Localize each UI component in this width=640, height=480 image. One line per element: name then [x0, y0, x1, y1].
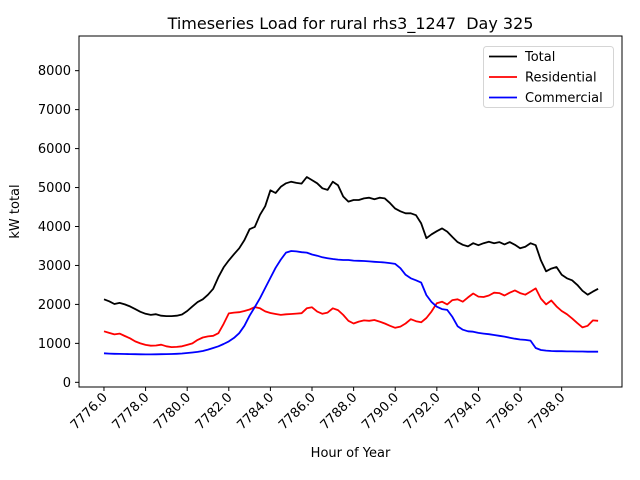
y-tick-label: 8000 — [38, 64, 71, 79]
y-tick-label: 3000 — [38, 259, 71, 274]
x-tick-label: 7794.0 — [442, 390, 485, 433]
x-tick-label: 7780.0 — [151, 390, 194, 433]
x-tick-label: 7792.0 — [401, 390, 444, 433]
y-tick-label: 0 — [63, 376, 71, 391]
x-tick-label: 7788.0 — [318, 390, 361, 433]
series-line-total — [103, 176, 599, 318]
series-line-commercial — [103, 250, 599, 356]
x-tick-label: 7798.0 — [526, 390, 569, 433]
y-tick-label: 4000 — [38, 220, 71, 235]
x-tick-label: 7796.0 — [484, 390, 527, 433]
x-tick-label: 7786.0 — [276, 390, 319, 433]
series-lines — [103, 176, 599, 356]
x-tick-label: 7790.0 — [359, 390, 402, 433]
y-axis-ticks: 0 1000 2000 3000 4000 5000 6000 7000 8000 — [38, 64, 79, 391]
x-tick-label: 7782.0 — [193, 390, 236, 433]
x-tick-label: 7784.0 — [234, 390, 277, 433]
y-tick-label: 5000 — [38, 181, 71, 196]
x-tick-label: 7778.0 — [110, 390, 153, 433]
chart-title: Timeseries Load for rural rhs3_1247 Day … — [167, 14, 534, 34]
y-tick-label: 7000 — [38, 103, 71, 118]
y-axis-label: kW total — [8, 184, 23, 238]
legend-label-commercial: Commercial — [525, 91, 603, 106]
legend-entry-total: Total — [489, 50, 555, 65]
x-axis-ticks: 7776.07778.07780.07782.07784.07786.07788… — [68, 387, 568, 433]
legend-label-total: Total — [524, 50, 555, 65]
y-tick-label: 6000 — [38, 142, 71, 157]
legend-box — [483, 46, 614, 108]
legend: Total Residential Commercial — [483, 46, 614, 108]
y-tick-label: 2000 — [38, 298, 71, 313]
legend-entry-residential: Residential — [489, 71, 597, 86]
legend-entry-commercial: Commercial — [489, 91, 603, 106]
x-tick-label: 7776.0 — [68, 390, 111, 433]
series-line-residential — [103, 287, 599, 349]
legend-label-residential: Residential — [525, 71, 597, 86]
plot-frame — [78, 35, 623, 388]
y-tick-label: 1000 — [38, 337, 71, 352]
x-axis-label: Hour of Year — [311, 446, 391, 461]
